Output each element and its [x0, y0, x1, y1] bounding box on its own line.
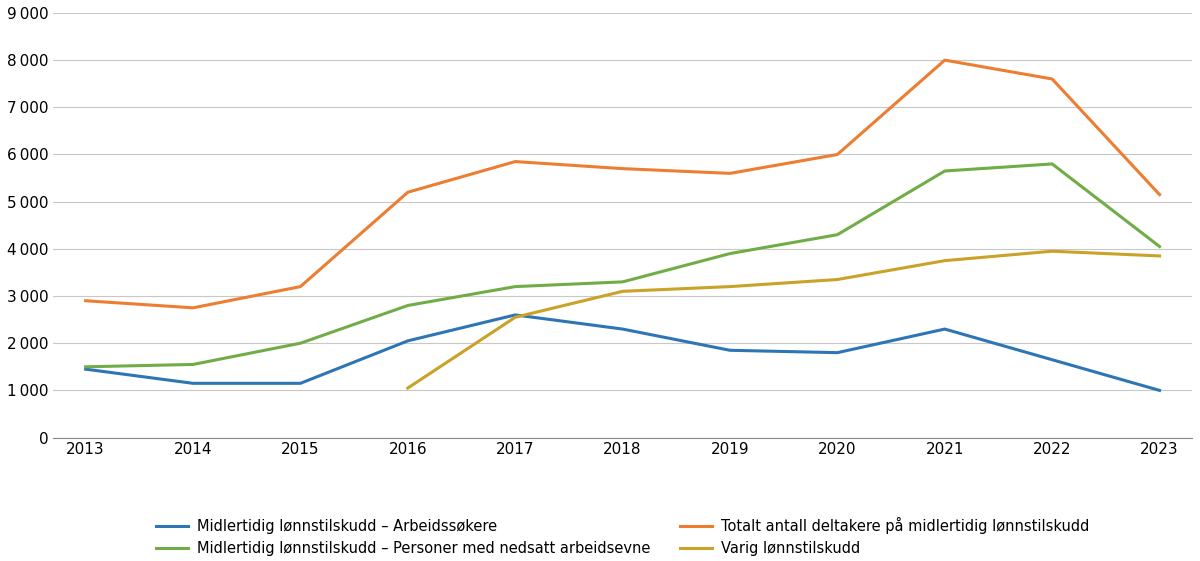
Midlertidig lønnstilskudd – Arbeidssøkere: [508, 311, 522, 318]
Midlertidig lønnstilskudd – Personer med nedsatt arbeidsevne: [937, 168, 952, 174]
Midlertidig lønnstilskudd – Arbeidssøkere: [293, 380, 307, 387]
Midlertidig lønnstilskudd – Arbeidssøkere: [722, 347, 737, 353]
Midlertidig lønnstilskudd – Personer med nedsatt arbeidsevne: [401, 302, 415, 309]
Midlertidig lønnstilskudd – Personer med nedsatt arbeidsevne: [830, 231, 845, 238]
Varig lønnstilskudd: [722, 283, 737, 290]
Totalt antall deltakere på midlertidig lønnstilskudd: [508, 158, 522, 165]
Midlertidig lønnstilskudd – Personer med nedsatt arbeidsevne: [186, 361, 200, 368]
Totalt antall deltakere på midlertidig lønnstilskudd: [186, 305, 200, 311]
Line: Totalt antall deltakere på midlertidig lønnstilskudd: Totalt antall deltakere på midlertidig l…: [85, 60, 1159, 308]
Midlertidig lønnstilskudd – Personer med nedsatt arbeidsevne: [78, 364, 92, 370]
Midlertidig lønnstilskudd – Personer med nedsatt arbeidsevne: [1045, 160, 1060, 167]
Totalt antall deltakere på midlertidig lønnstilskudd: [937, 57, 952, 63]
Varig lønnstilskudd: [508, 314, 522, 321]
Midlertidig lønnstilskudd – Personer med nedsatt arbeidsevne: [293, 340, 307, 347]
Totalt antall deltakere på midlertidig lønnstilskudd: [401, 189, 415, 196]
Varig lønnstilskudd: [1045, 248, 1060, 255]
Varig lønnstilskudd: [401, 385, 415, 392]
Midlertidig lønnstilskudd – Arbeidssøkere: [616, 326, 630, 333]
Totalt antall deltakere på midlertidig lønnstilskudd: [293, 283, 307, 290]
Midlertidig lønnstilskudd – Arbeidssøkere: [937, 326, 952, 333]
Totalt antall deltakere på midlertidig lønnstilskudd: [722, 170, 737, 177]
Varig lønnstilskudd: [1152, 252, 1166, 259]
Legend: Midlertidig lønnstilskudd – Arbeidssøkere, Midlertidig lønnstilskudd – Personer : Midlertidig lønnstilskudd – Arbeidssøker…: [156, 517, 1088, 557]
Midlertidig lønnstilskudd – Arbeidssøkere: [186, 380, 200, 387]
Line: Varig lønnstilskudd: Varig lønnstilskudd: [408, 251, 1159, 388]
Midlertidig lønnstilskudd – Personer med nedsatt arbeidsevne: [616, 278, 630, 285]
Midlertidig lønnstilskudd – Arbeidssøkere: [1152, 387, 1166, 394]
Varig lønnstilskudd: [616, 288, 630, 295]
Midlertidig lønnstilskudd – Arbeidssøkere: [78, 366, 92, 373]
Midlertidig lønnstilskudd – Personer med nedsatt arbeidsevne: [508, 283, 522, 290]
Totalt antall deltakere på midlertidig lønnstilskudd: [616, 165, 630, 172]
Varig lønnstilskudd: [830, 276, 845, 283]
Midlertidig lønnstilskudd – Arbeidssøkere: [830, 350, 845, 356]
Totalt antall deltakere på midlertidig lønnstilskudd: [830, 151, 845, 158]
Midlertidig lønnstilskudd – Personer med nedsatt arbeidsevne: [722, 250, 737, 257]
Line: Midlertidig lønnstilskudd – Personer med nedsatt arbeidsevne: Midlertidig lønnstilskudd – Personer med…: [85, 164, 1159, 367]
Totalt antall deltakere på midlertidig lønnstilskudd: [78, 297, 92, 304]
Line: Midlertidig lønnstilskudd – Arbeidssøkere: Midlertidig lønnstilskudd – Arbeidssøker…: [85, 315, 1159, 390]
Totalt antall deltakere på midlertidig lønnstilskudd: [1152, 191, 1166, 198]
Midlertidig lønnstilskudd – Arbeidssøkere: [401, 338, 415, 344]
Varig lønnstilskudd: [937, 257, 952, 264]
Midlertidig lønnstilskudd – Arbeidssøkere: [1045, 356, 1060, 363]
Midlertidig lønnstilskudd – Personer med nedsatt arbeidsevne: [1152, 243, 1166, 250]
Totalt antall deltakere på midlertidig lønnstilskudd: [1045, 76, 1060, 82]
